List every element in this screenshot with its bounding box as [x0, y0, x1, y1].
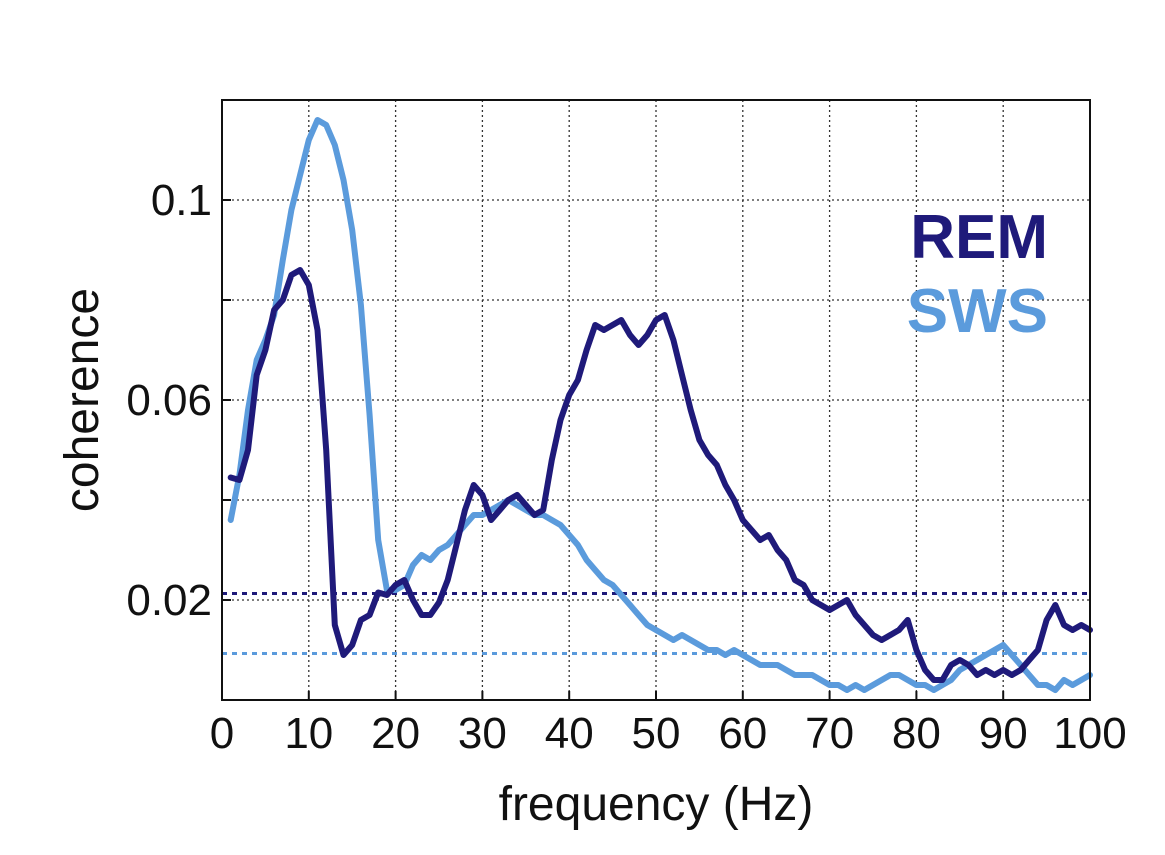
x-tick-label: 20 [371, 709, 420, 758]
x-tick-label: 60 [718, 709, 767, 758]
grid [221, 99, 1091, 701]
threshold-lines [222, 592, 1090, 655]
series-lines [227, 117, 1093, 693]
x-tick-label: 30 [458, 709, 507, 758]
y-tick-label: 0.02 [126, 576, 212, 625]
x-tick-label: 70 [805, 709, 854, 758]
legend-label-sws: SWS [907, 277, 1048, 346]
x-tick-label: 50 [632, 709, 681, 758]
x-tick-label: 100 [1053, 709, 1126, 758]
series-line-sws [227, 117, 1093, 693]
y-axis-label: coherence [56, 288, 109, 512]
x-tick-label: 40 [545, 709, 594, 758]
y-tick-label: 0.06 [126, 376, 212, 425]
x-axis-label: frequency (Hz) [499, 778, 814, 831]
series-line-rem [227, 267, 1093, 683]
x-tick-label: 0 [210, 709, 234, 758]
y-tick-label: 0.1 [151, 176, 212, 225]
legend: REM SWS [907, 203, 1048, 346]
x-tick-label: 10 [284, 709, 333, 758]
tick-labels: 0 10 20 30 40 50 60 70 80 90 100 0.02 0.06 0.1 [126, 99, 1127, 758]
x-tick-label: 80 [892, 709, 941, 758]
x-tick-label: 90 [979, 709, 1028, 758]
legend-label-rem: REM [910, 203, 1048, 272]
